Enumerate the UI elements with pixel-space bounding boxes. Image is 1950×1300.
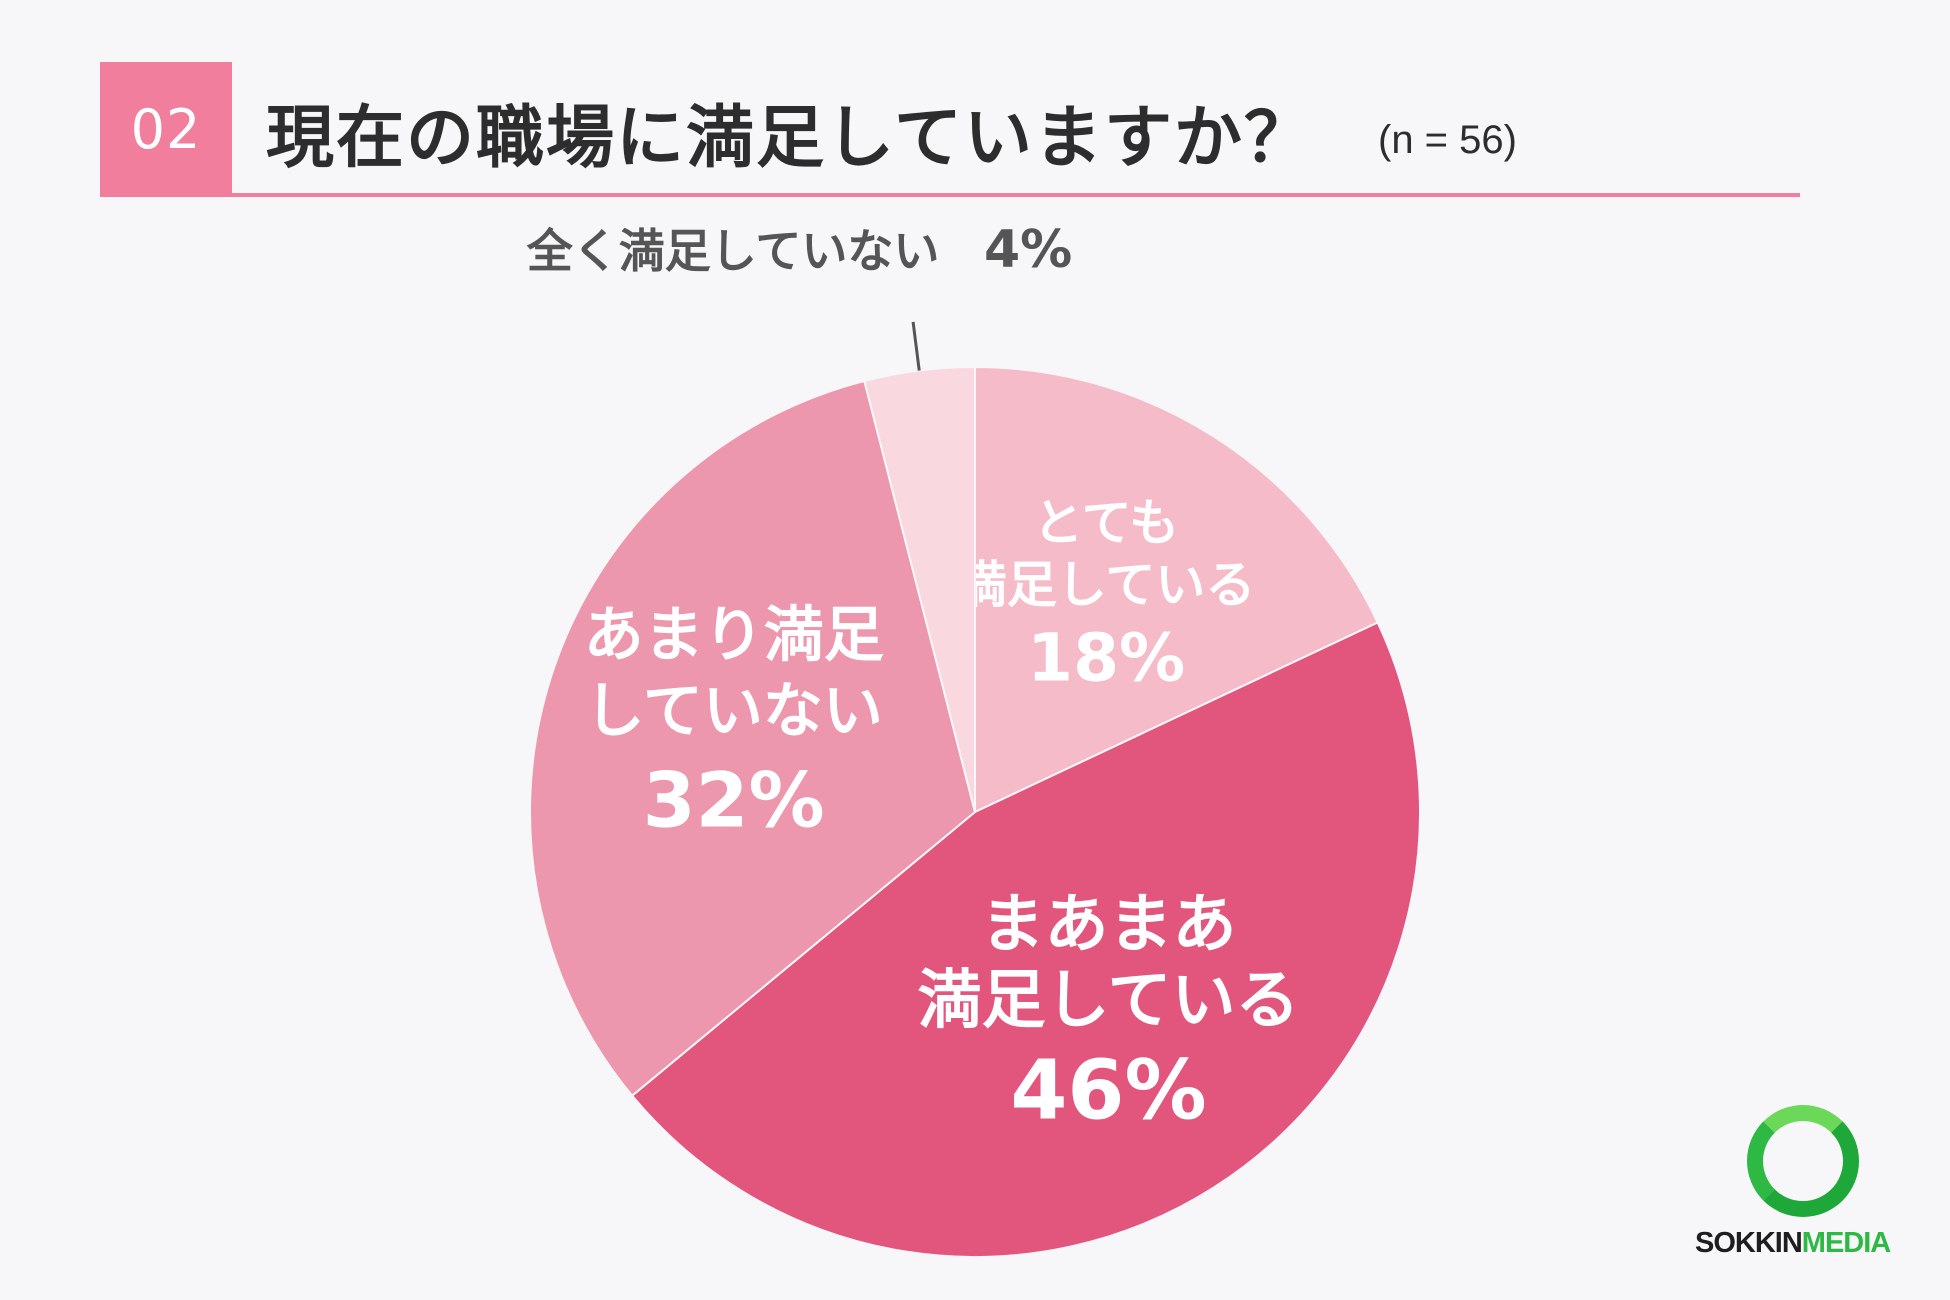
slice-label: 満足している <box>917 964 1299 1038</box>
pie-slice <box>863 365 976 813</box>
slice-percent-label: 4% <box>984 220 1072 280</box>
leader-line <box>911 321 921 371</box>
slice-percent-label: 46% <box>1010 1044 1206 1139</box>
slice-label: まあまあ <box>981 888 1237 962</box>
chart-title: 現在の職場に満足していますか？ <box>266 99 1314 178</box>
slice-label: 満足している <box>957 556 1256 614</box>
pie-slice <box>630 621 1421 1258</box>
pie-slice <box>974 365 1379 814</box>
logo-ring-icon <box>1747 1105 1859 1217</box>
question-number-badge: 02 <box>100 62 232 196</box>
header-divider <box>100 193 1800 197</box>
sample-size-label: (n = 56) <box>1378 118 1517 162</box>
slice-percent-label: 32% <box>643 755 825 844</box>
slice-label: とても <box>1033 494 1179 552</box>
slice-label: していない <box>585 676 883 746</box>
pie-slice <box>529 379 977 1098</box>
chart-header: 02 現在の職場に満足していますか？ (n = 56) <box>0 0 1950 200</box>
slice-label: 全く満足していない <box>526 224 940 278</box>
slice-percent-label: 18% <box>1027 619 1185 696</box>
slice-label: あまり満足 <box>584 600 884 670</box>
logo-wordmark: SOKKINMEDIA <box>1695 1227 1891 1259</box>
sokkin-media-logo: SOKKINMEDIA <box>1695 1105 1925 1265</box>
